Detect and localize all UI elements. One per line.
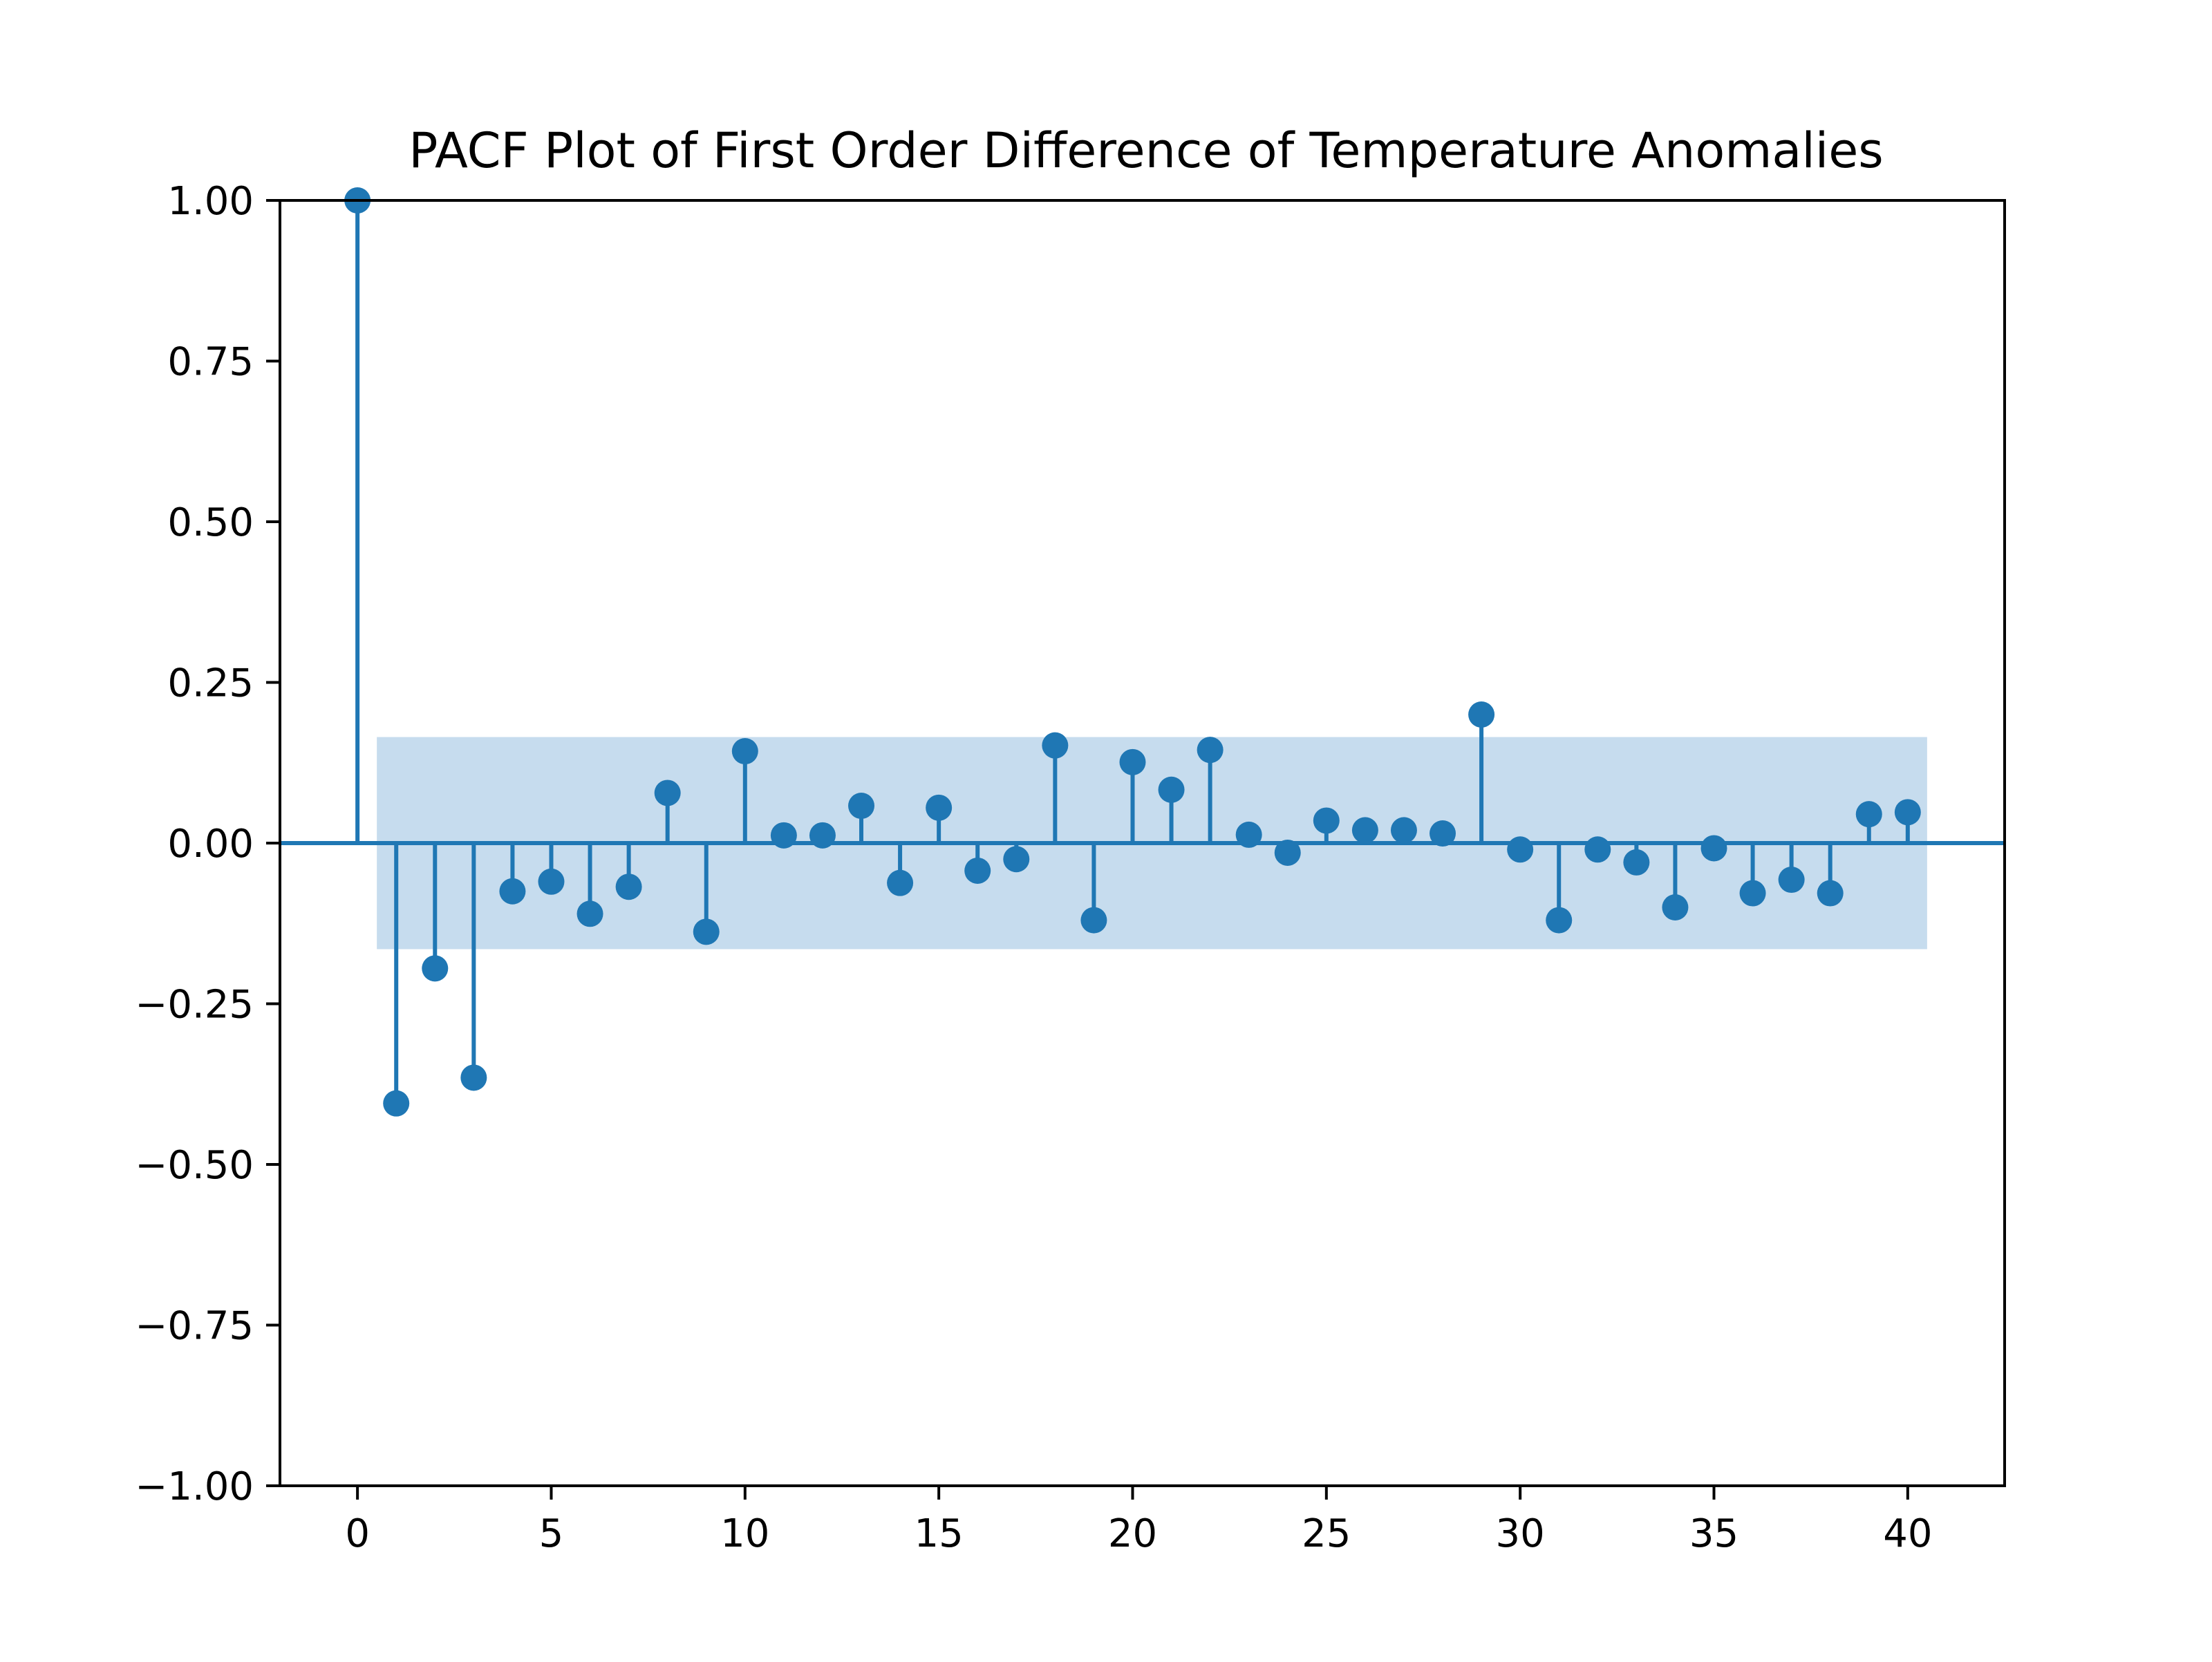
stem-marker — [1855, 801, 1882, 828]
stem-marker — [1235, 821, 1262, 848]
x-tick-label: 15 — [915, 1511, 964, 1556]
stem-marker — [1080, 907, 1107, 934]
x-tick-label: 25 — [1302, 1511, 1351, 1556]
stem-marker — [770, 822, 797, 849]
y-tick-label: −0.50 — [135, 1143, 254, 1188]
x-tick-label: 5 — [539, 1511, 564, 1556]
stem-marker — [1546, 907, 1573, 934]
stem-marker — [1158, 776, 1185, 803]
stem-marker — [1623, 849, 1650, 876]
stem-marker — [538, 868, 565, 895]
stem-marker — [460, 1064, 487, 1091]
x-tick-label: 35 — [1689, 1511, 1738, 1556]
x-tick-label: 20 — [1108, 1511, 1157, 1556]
stem-marker — [615, 874, 642, 900]
x-tick-label: 0 — [345, 1511, 370, 1556]
y-tick-label: 1.00 — [167, 179, 254, 224]
chart-title: PACF Plot of First Order Difference of T… — [409, 122, 1884, 179]
stem-marker — [499, 878, 526, 905]
stem-marker — [422, 955, 449, 982]
stem-marker — [1662, 894, 1689, 920]
stem-marker — [887, 869, 914, 896]
stem-marker — [964, 857, 991, 884]
stem-marker — [731, 738, 758, 765]
stem-marker — [1894, 799, 1921, 826]
stem-marker — [383, 1090, 410, 1117]
stem-marker — [926, 794, 953, 821]
stem-marker — [1274, 839, 1301, 866]
stem-marker — [1119, 748, 1146, 775]
stem-marker — [1351, 817, 1378, 844]
y-tick-label: −1.00 — [135, 1464, 254, 1509]
x-tick-label: 30 — [1496, 1511, 1545, 1556]
x-tick-label: 10 — [720, 1511, 769, 1556]
axes-layer: 0 5 10 15 20 25 30 35 40 −1.00 −0.75 −0.50 −0.25 0.00… — [135, 179, 2006, 1556]
stem-marker — [1468, 701, 1495, 728]
stem-marker — [1507, 836, 1534, 863]
stem-marker — [693, 918, 720, 945]
y-tick-label: 0.75 — [167, 340, 254, 385]
stem-layer — [280, 187, 2005, 1117]
stem-marker — [1700, 835, 1727, 862]
y-tick-label: 0.50 — [167, 500, 254, 545]
stem-marker — [1003, 846, 1030, 873]
stem-marker — [1778, 867, 1805, 894]
stem-marker — [577, 900, 603, 927]
stem-marker — [654, 780, 681, 806]
stem-marker — [1739, 880, 1766, 907]
stem-marker — [1197, 737, 1224, 764]
stem-marker — [1430, 820, 1456, 847]
stem-marker — [848, 793, 875, 820]
stem-marker — [1584, 836, 1611, 863]
y-tick-label: 0.25 — [167, 661, 254, 706]
y-tick-label: −0.75 — [135, 1304, 254, 1349]
y-tick-label: −0.25 — [135, 983, 254, 1028]
stem-marker — [1390, 817, 1417, 844]
stem-marker — [1042, 732, 1069, 759]
y-tick-label: 0.00 — [167, 822, 254, 867]
stem-marker — [1313, 807, 1340, 834]
stem-marker — [809, 822, 836, 849]
x-tick-label: 40 — [1883, 1511, 1932, 1556]
stem-marker — [1817, 880, 1844, 907]
